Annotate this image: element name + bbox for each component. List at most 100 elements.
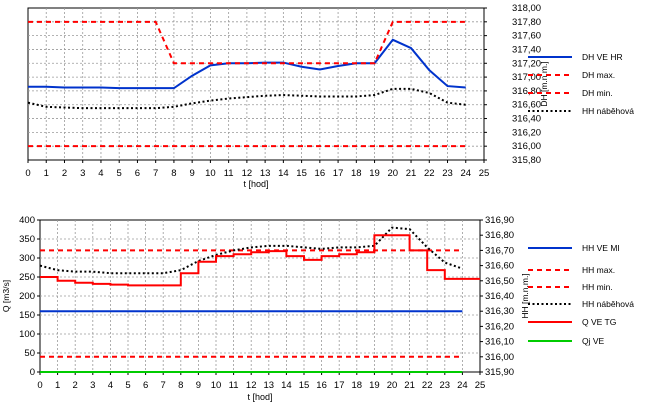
y-tick-label: 300 [19,253,35,264]
legend-label: HH náběhová [582,299,634,309]
y-right-tick-label: 316,90 [485,215,514,226]
x-tick-label: 24 [457,380,468,391]
plot-area-0 [27,7,485,161]
legend-label: HH VE MI [582,243,620,253]
series-line-q-ve-tg [40,234,480,287]
y-tick-label: 315,80 [512,155,541,166]
x-tick-label: 21 [404,380,415,391]
y-tick-label: 317,40 [512,44,541,55]
y-right-tick-label: 316,60 [485,261,514,272]
x-tick-label: 20 [388,168,399,179]
x-tick-label: 18 [352,380,363,391]
legend-label: Q VE TG [582,317,616,327]
x-tick-label: 9 [196,380,201,391]
x-axis-title: t [hod] [243,179,268,189]
x-tick-label: 21 [406,168,417,179]
x-tick-label: 10 [205,168,216,179]
x-tick-label: 22 [422,380,433,391]
y-tick-label: 316,40 [512,114,541,125]
x-tick-label: 13 [264,380,275,391]
x-tick-label: 11 [229,380,239,391]
x-tick-label: 6 [143,380,148,391]
x-tick-label: 16 [316,380,327,391]
x-tick-label: 17 [333,168,344,179]
legend-label: Qj VE [582,336,605,346]
y-right-tick-label: 316,40 [485,291,514,302]
x-tick-label: 10 [211,380,222,391]
x-tick-label: 19 [369,380,380,391]
x-tick-label: 6 [135,168,140,179]
y-tick-label: 100 [19,329,35,340]
y-tick-label: 317,00 [512,72,541,83]
x-tick-label: 2 [62,168,67,179]
x-tick-label: 13 [260,168,271,179]
x-tick-label: 1 [55,380,60,391]
y-axis-title: Q [m3/s] [1,280,11,312]
x-tick-label: 19 [369,168,380,179]
x-tick-label: 7 [153,168,158,179]
x-tick-label: 17 [334,380,345,391]
x-tick-label: 20 [387,380,398,391]
x-tick-label: 24 [460,168,471,179]
y-tick-label: 0 [30,367,35,378]
x-tick-label: 3 [80,168,85,179]
legend-label: HH min. [582,282,613,292]
y-tick-label: 317,80 [512,17,541,28]
x-tick-label: 16 [315,168,326,179]
x-tick-label: 11 [224,168,234,179]
x-tick-label: 14 [278,168,289,179]
x-tick-label: 8 [178,380,183,391]
y-right-tick-label: 316,30 [485,306,514,317]
legend-label: HH max. [582,265,615,275]
series-line-hh-n-b-hov- [27,87,466,110]
y-tick-label: 316,80 [512,86,541,97]
y-axis-title: DH [m.n.m.] [539,61,549,106]
y-tick-label: 316,60 [512,100,541,111]
x-tick-label: 25 [475,380,486,391]
y-tick-label: 150 [19,310,35,321]
x-tick-label: 8 [171,168,176,179]
x-tick-label: 25 [479,168,490,179]
x-tick-label: 4 [108,380,113,391]
x-tick-label: 15 [296,168,307,179]
y-tick-label: 50 [24,348,35,359]
x-tick-label: 23 [442,168,453,179]
x-tick-label: 3 [90,380,95,391]
legend-label: DH VE HR [582,52,623,62]
x-tick-label: 18 [351,168,362,179]
y-tick-label: 200 [19,291,35,302]
x-tick-label: 15 [299,380,310,391]
x-tick-label: 5 [117,168,122,179]
x-tick-label: 4 [98,168,103,179]
legend-label: DH min. [582,88,613,98]
legend-label: HH náběhová [582,106,634,116]
y-tick-label: 316,20 [512,127,541,138]
y-tick-label: 317,60 [512,31,541,42]
x-tick-label: 12 [246,380,257,391]
series-line-hh-n-b-hov- [39,226,463,275]
x-tick-label: 2 [73,380,78,391]
x-tick-label: 1 [44,168,49,179]
x-tick-label: 12 [242,168,253,179]
y-tick-label: 350 [19,234,35,245]
y-tick-label: 400 [19,215,35,226]
y-right-axis-title: HH [m.n.m.] [520,273,530,318]
y-tick-label: 318,00 [512,3,541,14]
y-right-tick-label: 316,50 [485,276,514,287]
y-tick-label: 250 [19,272,35,283]
x-axis-title: t [hod] [247,392,272,402]
x-tick-label: 0 [37,380,42,391]
x-tick-label: 9 [190,168,195,179]
x-tick-label: 5 [125,380,130,391]
x-tick-label: 0 [25,168,30,179]
x-tick-label: 22 [424,168,435,179]
y-right-tick-label: 316,00 [485,352,514,363]
x-tick-label: 23 [440,380,451,391]
series-line-dh-max- [28,20,466,65]
y-right-tick-label: 316,20 [485,321,514,332]
y-right-tick-label: 316,70 [485,245,514,256]
x-tick-label: 7 [161,380,166,391]
y-tick-label: 317,20 [512,58,541,69]
y-right-tick-label: 316,10 [485,337,514,348]
